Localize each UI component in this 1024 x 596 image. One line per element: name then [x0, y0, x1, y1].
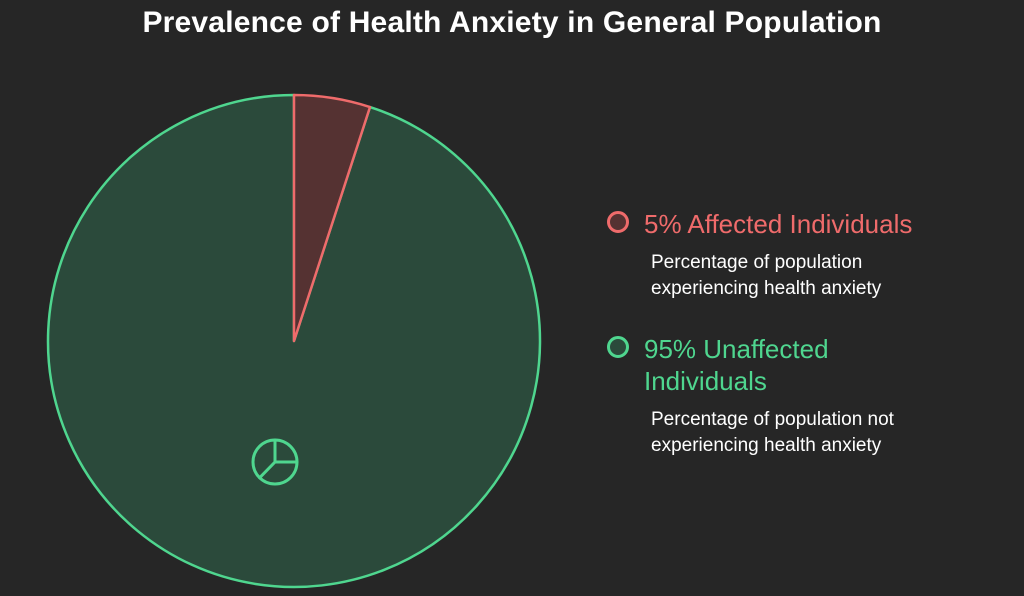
legend-marker-affected [607, 211, 629, 233]
legend-item-unaffected: 95% Unaffected Individuals Percentage of… [607, 333, 1007, 459]
legend-description-unaffected: Percentage of population not experiencin… [651, 409, 894, 456]
chart-title: Prevalence of Health Anxiety in General … [142, 6, 882, 39]
pie-slice-unaffected [46, 93, 542, 589]
legend-label-affected: 5% Affected Individuals [644, 209, 913, 239]
legend-label-unaffected: 95% Unaffected Individuals [644, 334, 829, 396]
legend-description-affected: Percentage of population experiencing he… [651, 252, 882, 299]
legend-marker-unaffected [607, 336, 629, 358]
pie-slice-affected [292, 93, 372, 343]
legend-item-affected: 5% Affected Individuals Percentage of po… [607, 208, 1007, 302]
pie-chart-icon [251, 438, 299, 486]
